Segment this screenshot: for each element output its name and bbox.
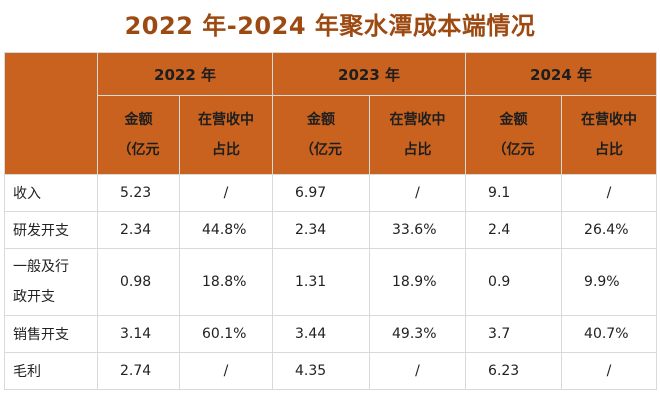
amount-cell: 3.44 (272, 315, 371, 353)
amount-cell: 2.4 (465, 211, 563, 249)
amount-cell: 0.9 (465, 248, 563, 316)
row-label-line: 政开支 (13, 289, 55, 305)
amount-cell: 6.97 (272, 174, 371, 212)
ratio-cell: / (561, 174, 658, 212)
ratio-cell: / (178, 174, 274, 212)
amount-cell: 3.14 (97, 315, 180, 353)
amount-cell: 6.23 (465, 352, 563, 390)
ratio-cell: 60.1% (178, 315, 274, 353)
amount-cell: 5.23 (97, 174, 180, 212)
table-row: 一般及行 政开支 0.98 18.8% 1.31 18.9% 0.9 9.9% (4, 248, 658, 316)
ratio-cell: 44.8% (178, 211, 274, 249)
header-ratio: 在营收中 占比 (369, 95, 467, 175)
row-label-line: 收入 (13, 186, 41, 202)
header-year-2022: 2022 年 (96, 52, 274, 96)
ratio-cell: 18.8% (178, 248, 274, 316)
header-corner (4, 52, 98, 175)
row-label: 一般及行 政开支 (4, 248, 98, 316)
row-label-line: 毛利 (13, 364, 41, 380)
row-label: 研发开支 (4, 211, 98, 249)
ratio-cell: 9.9% (561, 248, 658, 316)
table-row: 毛利 2.74/4.35/6.23/ (4, 352, 658, 390)
ratio-cell: 40.7% (561, 315, 658, 353)
row-label-line: 一般及行 (13, 259, 69, 275)
amount-cell: 2.74 (97, 352, 180, 390)
table-body: 收入 5.23/6.97/9.1/研发开支 2.34 44.8% 2.34 33.6% 2.… (4, 174, 658, 390)
amount-cell: 1.31 (272, 248, 371, 316)
header-ratio: 在营收中 占比 (178, 95, 274, 175)
header-ratio-line2: 占比 (212, 142, 240, 158)
amount-cell: 4.35 (272, 352, 371, 390)
amount-cell: 3.7 (465, 315, 563, 353)
header-amount: 金额 （亿元 (465, 95, 563, 175)
header-ratio: 在营收中 占比 (561, 95, 658, 175)
ratio-cell: 33.6% (369, 211, 467, 249)
amount-cell: 9.1 (465, 174, 563, 212)
ratio-cell: 49.3% (369, 315, 467, 353)
ratio-cell: / (369, 174, 467, 212)
amount-cell: 2.34 (97, 211, 180, 249)
amount-cell: 2.34 (272, 211, 371, 249)
row-label: 毛利 (4, 352, 98, 390)
ratio-cell: 18.9% (369, 248, 467, 316)
header-ratio-line2: 占比 (403, 142, 432, 158)
row-label-line: 研发开支 (13, 223, 69, 239)
header-amount-line2: （亿元 (492, 142, 535, 158)
header-ratio-line1: 在营收中 (198, 112, 254, 128)
header-amount-line2: （亿元 (300, 142, 343, 158)
table-row: 研发开支 2.34 44.8% 2.34 33.6% 2.4 26.4% (4, 211, 658, 249)
amount-cell: 0.98 (97, 248, 180, 316)
row-label: 销售开支 (4, 315, 98, 353)
header-amount: 金额 （亿元 (97, 95, 180, 175)
header-year-2023: 2023 年 (272, 52, 467, 96)
header-amount: 金额 （亿元 (272, 95, 371, 175)
header-ratio-line2: 占比 (595, 142, 624, 158)
ratio-cell: / (178, 352, 274, 390)
header-year-2024: 2024 年 (465, 52, 658, 96)
row-label-line: 销售开支 (13, 327, 69, 343)
ratio-cell: 26.4% (561, 211, 658, 249)
header-ratio-line1: 在营收中 (389, 112, 446, 128)
header-ratio-line1: 在营收中 (581, 112, 638, 128)
table-row: 销售开支 3.14 60.1% 3.44 49.3% 3.7 40.7% (4, 315, 658, 353)
cost-table: 2022 年 2023 年 2024 年 金额 （亿元 在营收中 占比 金额 （… (4, 52, 658, 390)
ratio-cell: / (369, 352, 467, 390)
header-amount-line1: 金额 (307, 112, 336, 128)
row-label: 收入 (4, 174, 98, 212)
header-amount-line2: （亿元 (117, 142, 160, 158)
header-amount-line1: 金额 (124, 112, 153, 128)
table-row: 收入 5.23/6.97/9.1/ (4, 174, 658, 212)
table-title: 2022 年-2024 年聚水潭成本端情况 (124, 12, 536, 40)
header-amount-line1: 金额 (499, 112, 528, 128)
ratio-cell: / (561, 352, 658, 390)
